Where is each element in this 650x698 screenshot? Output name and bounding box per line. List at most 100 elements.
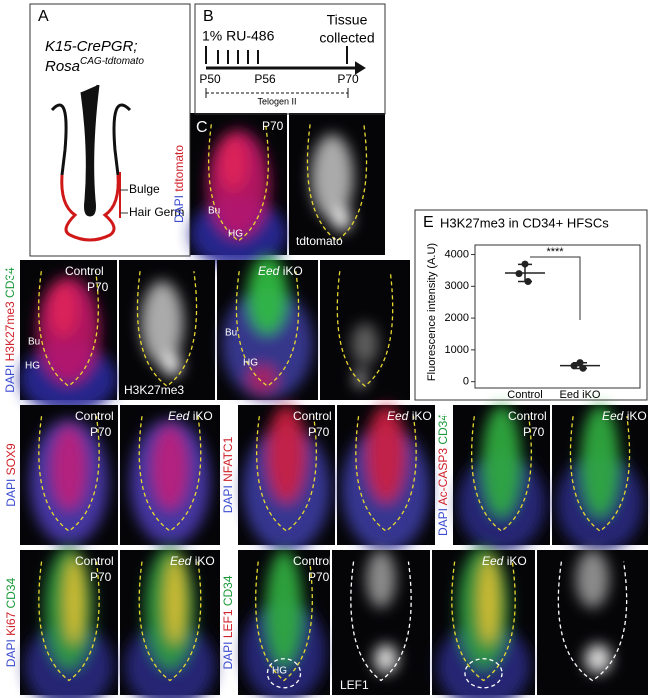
data-point: [576, 359, 584, 367]
region: HG: [272, 666, 287, 677]
stain: CD34: [221, 575, 235, 606]
signal-blob: [355, 370, 366, 388]
signal: [341, 405, 431, 552]
annotation: Bulge: [129, 182, 160, 196]
outline: [266, 658, 302, 689]
annotation: Hair Germ: [129, 205, 184, 219]
y-tick-label: 3000: [445, 280, 469, 292]
outline: [256, 416, 317, 532]
region: Bu: [208, 206, 220, 217]
condition: Eed iKO: [387, 409, 432, 423]
condition: Control: [65, 264, 104, 278]
stain: NFATC1: [221, 436, 235, 481]
signal-blob: [219, 134, 249, 192]
panel-label: G: [224, 408, 236, 425]
signal-blob: [51, 426, 87, 510]
signal-blob: [478, 557, 499, 645]
micrographs: [20, 113, 648, 698]
genotype: K15-CrePGR;: [45, 38, 138, 55]
signal: [366, 550, 398, 674]
signal-blob: [482, 405, 521, 517]
outline: [38, 561, 100, 682]
signal: [242, 405, 331, 552]
signal-blob: [247, 255, 288, 335]
channel: H3K27me3: [124, 383, 184, 397]
genotype: iKO: [507, 554, 527, 568]
annotation: Tissue: [327, 12, 368, 28]
outline: [138, 561, 202, 682]
signal-blob: [580, 405, 620, 517]
panel-label: C: [196, 119, 208, 136]
signal-blob: [267, 405, 306, 503]
genotype: RosaCAG-tdtomato: [45, 56, 144, 75]
y-tick-label: 0: [463, 376, 469, 388]
signal: [24, 547, 114, 698]
signal-blob: [366, 550, 396, 608]
gene: Eed: [387, 409, 409, 423]
gene: Eed: [482, 554, 504, 568]
outline: [136, 271, 198, 387]
signal-blob: [351, 323, 379, 365]
stain: Ac-CASP3: [436, 448, 450, 506]
condition: Control: [293, 409, 332, 423]
stain-label: DAPI Ac-CASP3 CD34: [436, 414, 450, 536]
signal-blob: [575, 550, 610, 608]
signal-blob: [141, 281, 184, 365]
stain: CD34: [436, 414, 450, 445]
panel-label: I: [7, 553, 11, 570]
stain: SOX9: [4, 443, 18, 475]
age: P70: [87, 280, 109, 294]
condition: Eed iKO: [170, 554, 215, 568]
region: Bu: [225, 328, 237, 339]
condition: Eed iKO: [602, 409, 647, 423]
follicle-diagram: [50, 84, 132, 242]
signal-blob: [162, 353, 182, 377]
panel-label: J: [224, 553, 232, 570]
significance: ****: [546, 246, 564, 258]
signal: [29, 419, 109, 545]
signal-blob: [49, 281, 79, 337]
genotype-sup: CAG-tdtomato: [80, 56, 144, 67]
data-point: [579, 364, 587, 372]
signal: [125, 547, 215, 698]
signal-blob: [584, 644, 612, 674]
gene: Eed: [168, 409, 190, 423]
age: P70: [90, 570, 112, 584]
outline: [255, 561, 313, 682]
stain-label: DAPI tdtomato: [172, 145, 186, 223]
panel-label: H: [439, 408, 451, 425]
genotype: iKO: [412, 409, 432, 423]
y-axis-label: Fluorescence intensity (A.U): [426, 243, 438, 381]
signal: [556, 405, 644, 552]
stain-label: DAPI Ki67 CD34: [4, 577, 18, 667]
phase: Telogen II: [257, 96, 296, 106]
genotype: iKO: [195, 554, 215, 568]
panel-label: A: [38, 8, 49, 25]
outline: [464, 658, 503, 689]
region: Bu: [28, 337, 40, 348]
signal-blob: [311, 134, 354, 220]
signal: [311, 134, 354, 231]
day: P50: [199, 72, 221, 86]
panel-label: D: [6, 263, 18, 280]
significance-bracket: [530, 256, 581, 320]
chart-title: H3K27me3 in CD34+ HFSCs: [440, 215, 609, 230]
outline: [557, 561, 628, 682]
channel: tdtomato: [296, 234, 343, 248]
panel-label: E: [423, 214, 434, 231]
channel: LEF1: [340, 678, 369, 692]
data-point: [524, 278, 532, 286]
signal: [190, 130, 287, 270]
y-tick-label: 4000: [445, 248, 469, 260]
x-tick-label: Eed iKO: [560, 389, 601, 401]
stain: DAPI: [436, 508, 450, 536]
labels: DAPI tdtomato C P70 Bu HG tdtomato DAPI …: [3, 119, 647, 692]
data-point: [521, 260, 529, 268]
day: P56: [254, 72, 276, 86]
stain-label: DAPI SOX9: [4, 443, 18, 507]
signal-blob: [165, 557, 185, 645]
age: P70: [308, 425, 330, 439]
stain: DAPI: [4, 479, 18, 507]
region: HG: [243, 358, 258, 369]
panel-b-frame: [194, 3, 386, 115]
